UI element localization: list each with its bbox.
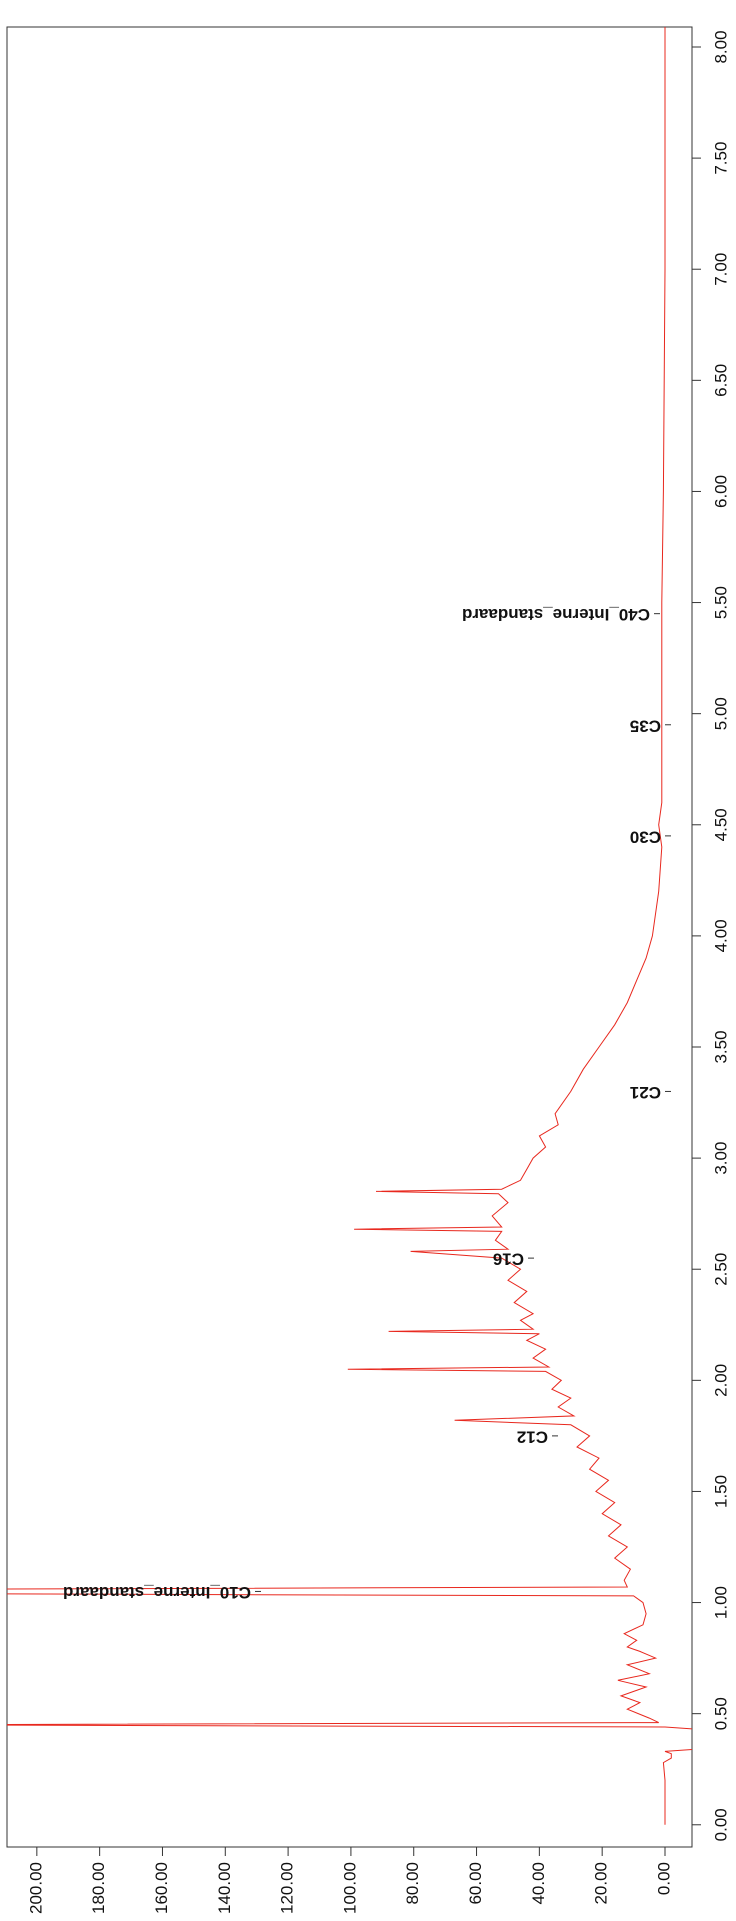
x-tick-label: 6.50 (711, 364, 730, 397)
y-tick-label: 100.00 (340, 1862, 359, 1914)
y-tick-label: 0.00 (654, 1862, 673, 1895)
peak-label: C16 (493, 1250, 524, 1269)
y-tick-label: 20.00 (592, 1862, 611, 1905)
x-tick-label: 4.50 (711, 808, 730, 841)
x-tick-label: 2.50 (711, 1253, 730, 1286)
x-tick-label: 6.00 (711, 475, 730, 508)
x-tick-label: 1.00 (711, 1586, 730, 1619)
y-tick-label: 80.00 (403, 1862, 422, 1905)
peak-label: C40_Interne_standaard (462, 605, 650, 624)
y-tick-label: 160.00 (152, 1862, 171, 1914)
x-tick-label: 0.00 (711, 1808, 730, 1841)
peak-label: C35 (630, 716, 661, 735)
y-tick-label: 180.00 (89, 1862, 108, 1914)
x-tick-label: 3.00 (711, 1142, 730, 1175)
x-tick-label: 8.00 (711, 30, 730, 63)
x-tick-label: 5.50 (711, 586, 730, 619)
trace (7, 27, 692, 1825)
x-tick-label: 3.50 (711, 1030, 730, 1063)
x-tick-label: 1.50 (711, 1475, 730, 1508)
x-tick-label: 7.00 (711, 253, 730, 286)
y-tick-label: 200.00 (26, 1862, 45, 1914)
y-tick-label: 40.00 (529, 1862, 548, 1905)
x-tick-label: 0.50 (711, 1697, 730, 1730)
peak-label: C21 (630, 1083, 661, 1102)
x-tick-label: 5.00 (711, 697, 730, 730)
x-tick-label: 2.00 (711, 1364, 730, 1397)
peak-label: C12 (517, 1427, 548, 1446)
plot-frame (6, 26, 693, 1848)
peak-label: C10_Interne_standaard (63, 1583, 251, 1602)
x-tick-label: 4.00 (711, 919, 730, 952)
y-tick-label: 60.00 (466, 1862, 485, 1905)
y-tick-label: 140.00 (215, 1862, 234, 1914)
peak-label: C30 (630, 827, 661, 846)
x-tick-label: 7.50 (711, 142, 730, 175)
y-tick-label: 120.00 (278, 1862, 297, 1914)
